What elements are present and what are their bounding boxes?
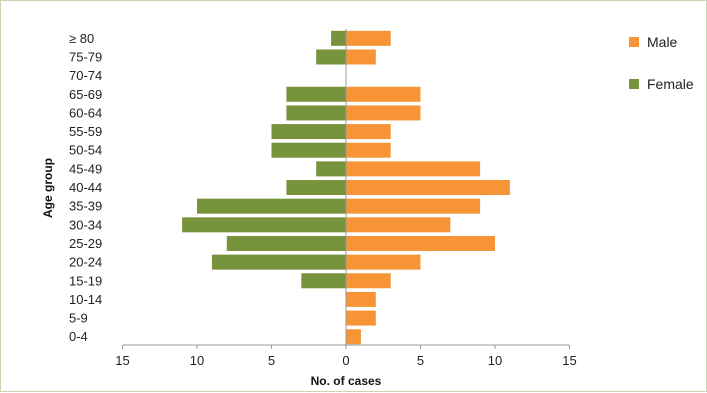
female-bar (331, 30, 346, 46)
female-bar (271, 124, 346, 140)
female-bar (286, 105, 346, 121)
male-bar (346, 198, 481, 214)
x-tick-label: 0 (342, 353, 349, 368)
male-bar (346, 142, 391, 158)
male-bar (346, 49, 376, 65)
x-tick-labels: 15 10 5 0 5 10 15 (115, 345, 577, 368)
female-bar (226, 235, 346, 251)
y-tick-label: 15-19 (69, 273, 102, 288)
y-tick-label: 5-9 (69, 311, 88, 326)
female-bar (286, 180, 346, 196)
y-tick-label: 45-49 (69, 161, 102, 176)
male-bar (346, 180, 510, 196)
x-tick-label: 5 (417, 353, 424, 368)
female-bar (271, 142, 346, 158)
male-bar (346, 291, 376, 307)
y-tick-label: 35-39 (69, 199, 102, 214)
y-tick-label: 65-69 (69, 87, 102, 102)
y-tick-label: ≥ 80 (69, 31, 94, 46)
female-bar (316, 161, 346, 177)
legend-label-female: Female (647, 76, 694, 92)
male-bar (346, 161, 481, 177)
male-bar (346, 310, 376, 326)
female-bar (286, 86, 346, 102)
male-bar (346, 273, 391, 289)
male-bar (346, 235, 495, 251)
y-tick-label: 30-34 (69, 217, 102, 232)
y-tick-label: 75-79 (69, 49, 102, 64)
y-tick-label: 10-14 (69, 292, 102, 307)
x-tick-label: 15 (115, 353, 129, 368)
y-tick-label: 60-64 (69, 105, 102, 120)
x-tick-label: 10 (190, 353, 204, 368)
y-tick-label: 40-44 (69, 180, 102, 195)
male-bar (346, 30, 391, 46)
y-tick-label: 70-74 (69, 68, 102, 83)
legend: Male Female (629, 34, 694, 92)
male-bar (346, 124, 391, 140)
bars-group (182, 30, 510, 345)
x-tick-label: 5 (268, 353, 275, 368)
female-bar (301, 273, 346, 289)
female-bar (211, 254, 346, 270)
legend-label-male: Male (647, 34, 678, 50)
male-bar (346, 105, 421, 121)
y-tick-label: 25-29 (69, 236, 102, 251)
y-tick-labels: ≥ 80 75-79 70-74 65-69 60-64 55-59 50-54 45-49 4… (69, 31, 102, 344)
x-tick-label: 15 (562, 353, 576, 368)
female-bar (182, 217, 346, 233)
y-tick-label: 20-24 (69, 255, 102, 270)
legend-swatch-female (629, 79, 639, 89)
female-bar (316, 49, 346, 65)
male-bar (346, 329, 361, 345)
y-axis-title: Age group (41, 158, 55, 218)
male-bar (346, 254, 421, 270)
x-axis-title: No. of cases (311, 374, 382, 388)
male-bar (346, 86, 421, 102)
y-tick-label: 55-59 (69, 124, 102, 139)
y-tick-label: 50-54 (69, 143, 102, 158)
female-bar (197, 198, 346, 214)
y-tick-label: 0-4 (69, 329, 88, 344)
male-bar (346, 217, 451, 233)
x-tick-label: 10 (488, 353, 502, 368)
legend-swatch-male (629, 37, 639, 47)
